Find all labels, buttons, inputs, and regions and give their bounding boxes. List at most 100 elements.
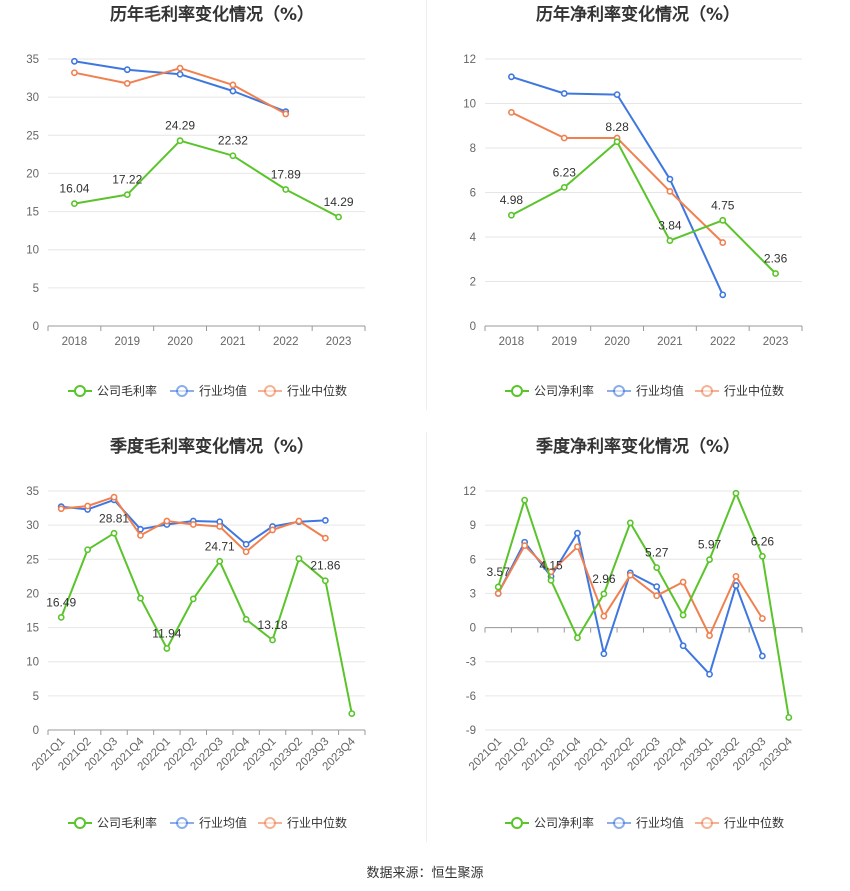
legend-label-median: 行业中位数 (287, 815, 347, 830)
data-point-median (84, 502, 92, 510)
legend-marker-company (74, 817, 86, 829)
data-point-avg (242, 540, 250, 548)
data-label: 21.86 (310, 559, 340, 573)
data-point-company (84, 546, 92, 554)
legend-label-median: 行业中位数 (724, 383, 784, 398)
data-label: 4.75 (711, 198, 735, 212)
data-point-median (229, 81, 237, 89)
data-point-median (653, 592, 661, 600)
chart-title: 历年毛利率变化情况（%） (110, 4, 314, 25)
data-point-company (679, 611, 687, 619)
y-tick-label: 0 (33, 725, 39, 737)
data-point-avg (719, 291, 727, 299)
data-label: 17.22 (112, 173, 142, 187)
data-point-company (163, 645, 171, 652)
y-tick-label: 30 (26, 520, 39, 532)
legend-marker-company (511, 385, 523, 397)
data-point-avg (71, 57, 78, 65)
data-point-company (508, 211, 515, 219)
series-line-company (74, 139, 340, 218)
data-point-company (626, 519, 634, 527)
y-tick-label: 35 (26, 54, 39, 66)
legend-label-avg: 行业均值 (636, 815, 684, 830)
data-point-company (242, 615, 250, 623)
data-point-company (521, 496, 529, 504)
chart-svg-quarterly-net: 季度净利率变化情况（%）-9-6-30369122021Q12021Q22021… (463, 436, 803, 830)
data-point-avg (176, 70, 184, 78)
y-tick-label: 15 (26, 207, 39, 219)
chart-panel-quarterly-gross: 季度毛利率变化情况（%） 0 5 10 15 20 25 30 35 2021Q1 2021Q2 20… (0, 430, 425, 850)
y-tick-label: 10 (26, 657, 39, 669)
legend-label-company: 公司净利率 (534, 383, 594, 398)
x-tick-label: 2021 (657, 336, 683, 348)
data-point-avg (613, 91, 621, 98)
data-point-median (216, 523, 224, 530)
chart-panel-annual-net: 历年净利率变化情况（%） 0 2 4 6 8 10 12 2018 2019 2020 2021 202… (427, 0, 850, 420)
chart-panel-annual-gross: 历年毛利率变化情况（%） 0 5 10 15 20 25 30 35 2018 2019 2020 20… (0, 0, 425, 420)
data-point-company (335, 213, 342, 221)
y-tick-label: 0 (33, 321, 39, 333)
data-point-avg (229, 87, 237, 95)
data-point-median (574, 543, 581, 551)
data-label: 2.96 (592, 572, 616, 586)
y-tick-label: 30 (26, 92, 39, 104)
legend-marker-avg (176, 817, 188, 829)
series-line-company (510, 140, 777, 275)
y-tick-label: -9 (466, 725, 476, 737)
data-point-company (110, 529, 118, 537)
data-point-avg (732, 582, 740, 589)
data-point-median (110, 493, 118, 501)
data-point-company (613, 138, 621, 146)
data-point-median (626, 571, 634, 579)
chart-title: 季度毛利率变化情况（%） (110, 436, 314, 457)
y-tick-label: 4 (470, 232, 477, 244)
legend-label-avg: 行业均值 (199, 383, 247, 398)
data-point-avg (666, 175, 674, 183)
y-tick-label: 25 (26, 554, 39, 566)
x-tick-label: 2020 (167, 336, 193, 348)
data-label: 3.57 (487, 565, 511, 579)
data-point-avg (706, 670, 713, 678)
legend-marker-median (701, 385, 713, 397)
y-tick-label: 6 (470, 188, 476, 200)
chart-svg-quarterly-gross: 季度毛利率变化情况（%）051015202530352021Q12021Q220… (26, 436, 366, 830)
data-point-company (772, 270, 779, 277)
legend-marker-median (264, 385, 276, 397)
data-point-avg (574, 529, 581, 537)
data-point-median (242, 548, 250, 556)
data-point-median (732, 572, 740, 580)
data-point-median (494, 590, 502, 597)
data-label: 16.49 (46, 595, 76, 609)
legend-label-company: 公司毛利率 (97, 815, 157, 830)
data-point-avg (123, 66, 131, 74)
data-point-company (653, 564, 661, 571)
data-point-avg (321, 516, 329, 524)
data-point-company (719, 216, 727, 224)
data-point-company (269, 636, 276, 644)
data-label: 4.98 (500, 193, 524, 207)
y-tick-label: 20 (26, 168, 39, 180)
series-line-company (60, 532, 353, 714)
data-point-median (321, 534, 329, 542)
legend-label-avg: 行业均值 (199, 815, 247, 830)
data-label: 13.18 (258, 618, 288, 632)
data-point-company (758, 552, 766, 560)
data-label: 14.29 (324, 195, 354, 209)
x-tick-label: 2023 (763, 336, 789, 348)
data-point-company (229, 152, 237, 160)
chart-title: 历年净利率变化情况（%） (536, 4, 740, 25)
data-point-avg (137, 525, 144, 533)
data-point-median (600, 612, 608, 620)
y-tick-label: 0 (470, 321, 476, 333)
chart-svg-annual-net: 历年净利率变化情况（%） 0 2 4 6 8 10 12 2018 2019 2020 2021 202… (463, 4, 803, 398)
x-tick-label: 2022 (710, 336, 736, 348)
x-tick-label: 2018 (499, 336, 525, 348)
data-point-median (269, 526, 276, 534)
data-point-company (666, 237, 674, 244)
data-point-company (282, 186, 290, 193)
y-tick-label: 12 (463, 54, 476, 66)
data-point-company (216, 557, 224, 565)
data-point-company (123, 191, 131, 199)
data-point-median (521, 542, 529, 550)
data-source-note: 数据来源：恒生聚源 (366, 866, 484, 881)
